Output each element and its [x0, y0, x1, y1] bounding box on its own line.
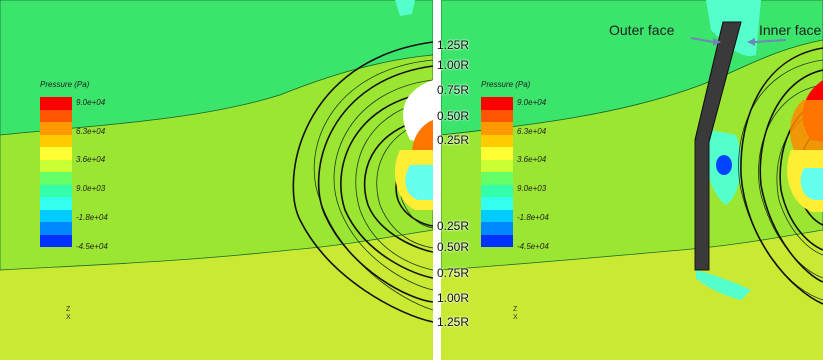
legend-tick: 9.0e+04 — [517, 98, 547, 107]
radius-label: 1.25R — [437, 315, 470, 329]
radius-label: 1.25R — [437, 38, 470, 52]
legend-tick: -1.8e+04 — [76, 213, 108, 222]
contour-panel-left: Pressure (Pa) 9.0e+04 6.3e+04 3.6e+04 9.… — [0, 0, 433, 360]
inner-face-label: Inner face — [759, 22, 822, 38]
radius-label: 0.50R — [437, 109, 470, 123]
legend-title: Pressure (Pa) — [40, 80, 90, 89]
legend-color-bar — [40, 97, 72, 247]
legend-tick: -4.5e+04 — [517, 242, 549, 251]
radius-label: 1.00R — [437, 58, 470, 72]
radius-label: 0.25R — [437, 133, 470, 147]
legend-tick: 9.0e+04 — [76, 98, 106, 107]
radius-label: 0.75R — [437, 83, 470, 97]
triad-x-label: X — [66, 314, 71, 321]
legend-color-bar — [481, 97, 513, 247]
legend-tick: -4.5e+04 — [76, 242, 108, 251]
legend-tick: -1.8e+04 — [517, 213, 549, 222]
triad-z-label: Z — [66, 306, 71, 313]
radius-label: 0.25R — [437, 219, 470, 233]
legend-tick: 9.0e+03 — [76, 184, 106, 193]
triad-z-label: Z — [513, 306, 518, 313]
radius-label: 0.75R — [437, 266, 470, 280]
legend-tick: 3.6e+04 — [517, 155, 547, 164]
pressure-field-left — [0, 0, 433, 360]
legend-title: Pressure (Pa) — [481, 80, 531, 89]
outer-face-label: Outer face — [609, 22, 675, 38]
triad-x-label: X — [513, 314, 518, 321]
radius-label: 1.00R — [437, 291, 470, 305]
legend-tick: 9.0e+03 — [517, 184, 547, 193]
contour-panel-right: Pressure (Pa) 9.0e+04 6.3e+04 3.6e+04 9.… — [441, 0, 823, 360]
pressure-field-right — [441, 0, 823, 360]
axis-triad-right: Z X — [513, 306, 518, 322]
legend-tick: 6.3e+04 — [517, 127, 547, 136]
panel-divider — [433, 0, 441, 360]
axis-triad-left: Z X — [66, 306, 71, 322]
legend-tick: 6.3e+04 — [76, 127, 106, 136]
legend-tick: 3.6e+04 — [76, 155, 106, 164]
radius-label: 0.50R — [437, 240, 470, 254]
